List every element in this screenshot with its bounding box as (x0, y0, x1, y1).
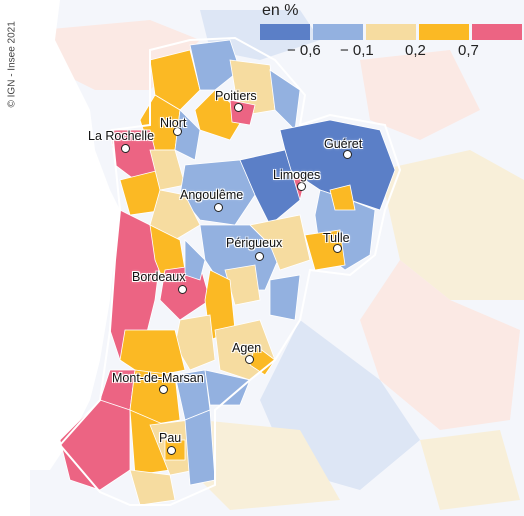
city-label-pau: Pau (159, 431, 182, 445)
city-marker-tulle (333, 244, 342, 253)
city-marker-gueret (343, 150, 352, 159)
city-marker-pau (167, 446, 176, 455)
city-label-perigueux: Périgueux (226, 236, 283, 250)
city-marker-la-rochelle (121, 144, 130, 153)
region-fills (59, 39, 396, 506)
city-marker-poitiers (234, 103, 243, 112)
city-marker-mont-de-marsan (159, 385, 168, 394)
legend-swatch-5 (472, 24, 522, 40)
city-label-niort: Niort (160, 116, 187, 130)
legend-swatch-2 (313, 24, 363, 40)
credit-text: © IGN - Insee 2021 (6, 21, 18, 108)
legend-title: en % (262, 2, 299, 19)
legend-tick-1: − 0,6 (287, 42, 321, 59)
city-label-tulle: Tulle (323, 231, 350, 245)
city-label-gueret: Guéret (324, 137, 363, 151)
city-label-mont-de-marsan: Mont-de-Marsan (112, 371, 204, 385)
city-label-poitiers: Poitiers (215, 89, 257, 103)
city-marker-agen (245, 355, 254, 364)
legend-tick-3: 0,2 (405, 42, 426, 59)
city-label-limoges: Limoges (273, 168, 321, 182)
region-outline (58, 36, 402, 506)
legend-tick-2: − 0,1 (340, 42, 374, 59)
legend-swatch-1 (260, 24, 310, 40)
city-marker-bordeaux (178, 285, 187, 294)
city-label-angouleme: Angoulême (180, 188, 244, 202)
city-marker-angouleme (214, 203, 223, 212)
legend-tick-4: 0,7 (458, 42, 479, 59)
city-label-bordeaux: Bordeaux (132, 270, 186, 284)
legend-swatch-3 (366, 24, 416, 40)
city-marker-niort (173, 127, 182, 136)
city-label-agen: Agen (232, 341, 262, 355)
city-marker-limoges (297, 182, 306, 191)
city-label-la-rochelle: La Rochelle (88, 129, 155, 143)
legend-swatch-4 (419, 24, 469, 40)
ocean (0, 0, 120, 470)
city-marker-perigueux (255, 252, 264, 261)
